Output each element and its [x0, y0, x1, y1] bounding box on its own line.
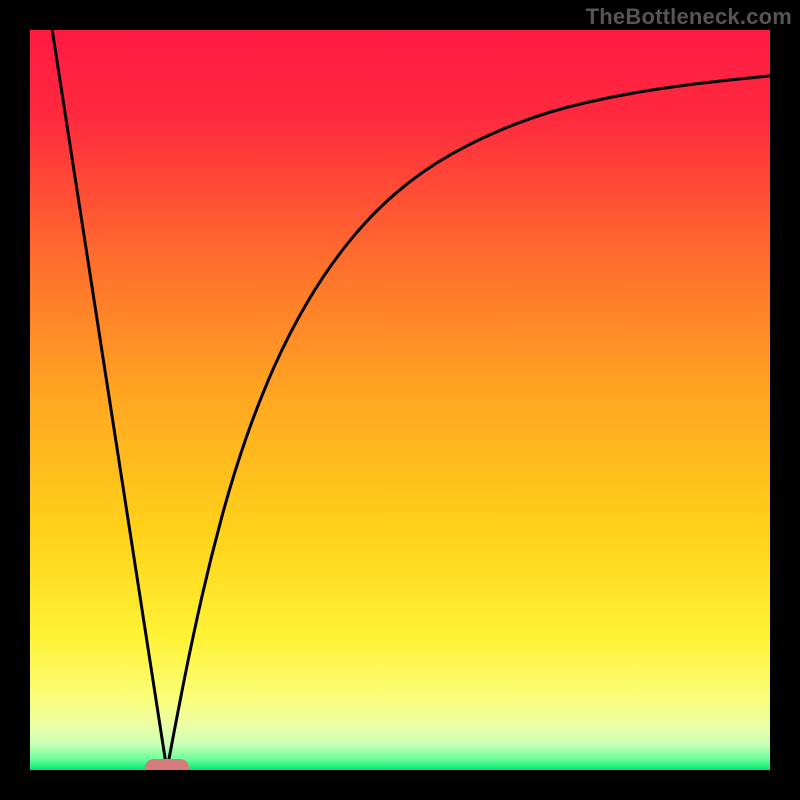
plot-frame-left — [0, 0, 30, 800]
watermark-text: TheBottleneck.com — [586, 4, 792, 30]
curve-left-branch — [52, 30, 167, 770]
figure-root: TheBottleneck.com — [0, 0, 800, 800]
curve-right-branch — [167, 76, 770, 770]
plot-frame-right — [770, 0, 800, 800]
plot-area — [30, 30, 770, 770]
plot-frame-bottom — [0, 770, 800, 800]
curve-svg — [30, 30, 770, 770]
